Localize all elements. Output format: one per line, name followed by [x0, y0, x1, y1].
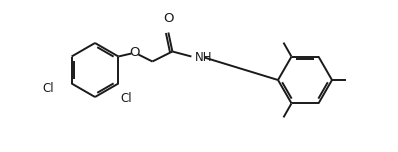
Text: NH: NH [194, 51, 212, 64]
Text: O: O [163, 12, 174, 26]
Text: O: O [129, 46, 140, 59]
Text: Cl: Cl [120, 92, 132, 105]
Text: Cl: Cl [42, 82, 54, 95]
